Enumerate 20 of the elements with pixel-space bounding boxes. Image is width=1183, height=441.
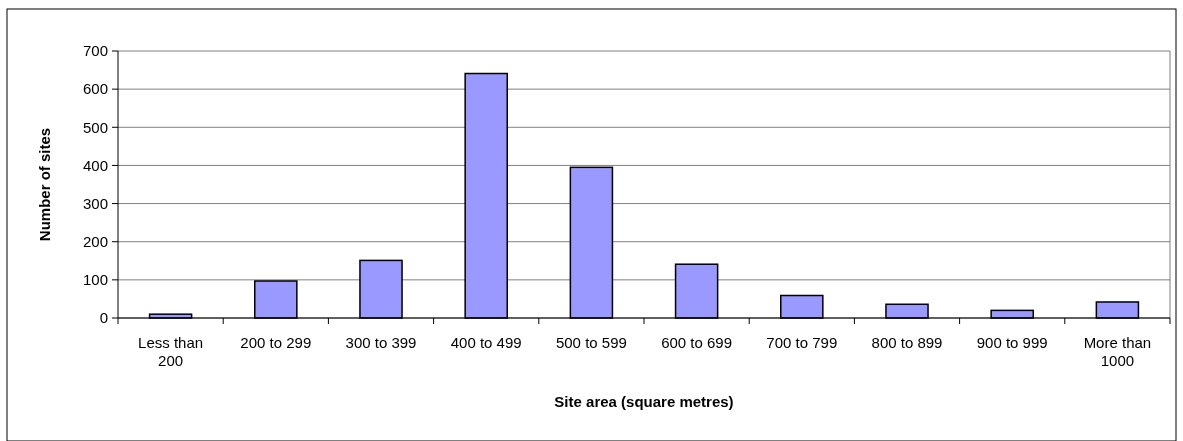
x-tick-label: 300 to 399 <box>345 334 417 351</box>
y-tick-label: 500 <box>82 118 108 136</box>
y-tick-label: 400 <box>82 156 108 174</box>
x-tick-label: 800 to 899 <box>871 334 943 351</box>
y-tick-label: 600 <box>82 80 108 98</box>
y-tick-label: 200 <box>82 232 108 250</box>
x-axis-title: Site area (square metres) <box>554 393 734 410</box>
y-tick-label: 300 <box>82 194 108 212</box>
x-tick-label: 600 to 699 <box>661 334 733 351</box>
x-tick-label: 500 to 599 <box>555 334 627 351</box>
x-tick-label: 700 to 799 <box>766 334 838 351</box>
y-tick-label: 0 <box>99 309 108 327</box>
x-tick-label: 400 to 499 <box>450 334 522 351</box>
x-tick-label: 900 to 999 <box>976 334 1048 351</box>
y-tick-label: 100 <box>82 271 108 289</box>
y-axis-title: Number of sites <box>36 127 53 242</box>
y-tick-label: 700 <box>82 42 108 60</box>
x-tick-label: More than 1000 <box>1083 334 1152 369</box>
x-tick-label: 200 to 299 <box>240 334 312 351</box>
x-tick-label: Less than 200 <box>138 334 204 369</box>
